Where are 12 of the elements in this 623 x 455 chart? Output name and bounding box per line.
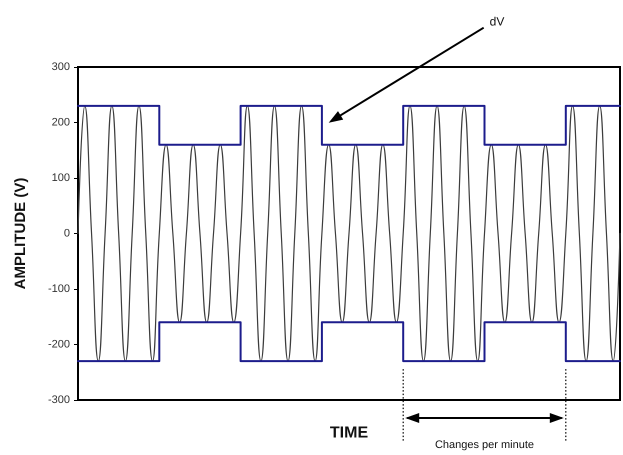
- y-tick-label: 200: [52, 116, 70, 128]
- y-axis-title: AMPLITUDE (V): [12, 178, 29, 290]
- y-tick-label: 100: [52, 172, 70, 184]
- text: dV: [490, 14, 504, 29]
- y-tick-label: 300: [52, 61, 70, 73]
- y-tick-label: -300: [48, 394, 70, 406]
- y-tick-label: 0: [64, 228, 70, 240]
- line-series: [77, 105, 621, 362]
- text: Changes per minute: [434, 439, 534, 451]
- y-tick-label: -200: [48, 338, 70, 350]
- x-axis-title: TIME: [330, 424, 368, 442]
- y-tick-label: -100: [48, 283, 70, 295]
